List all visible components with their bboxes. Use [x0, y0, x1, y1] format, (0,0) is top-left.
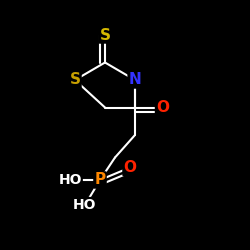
- Text: HO: HO: [73, 198, 97, 212]
- Text: O: O: [156, 100, 169, 115]
- Text: S: S: [70, 72, 80, 88]
- Text: N: N: [128, 72, 141, 88]
- Text: S: S: [100, 28, 110, 42]
- Text: P: P: [94, 172, 106, 188]
- Text: HO: HO: [58, 173, 82, 187]
- Text: O: O: [124, 160, 136, 175]
